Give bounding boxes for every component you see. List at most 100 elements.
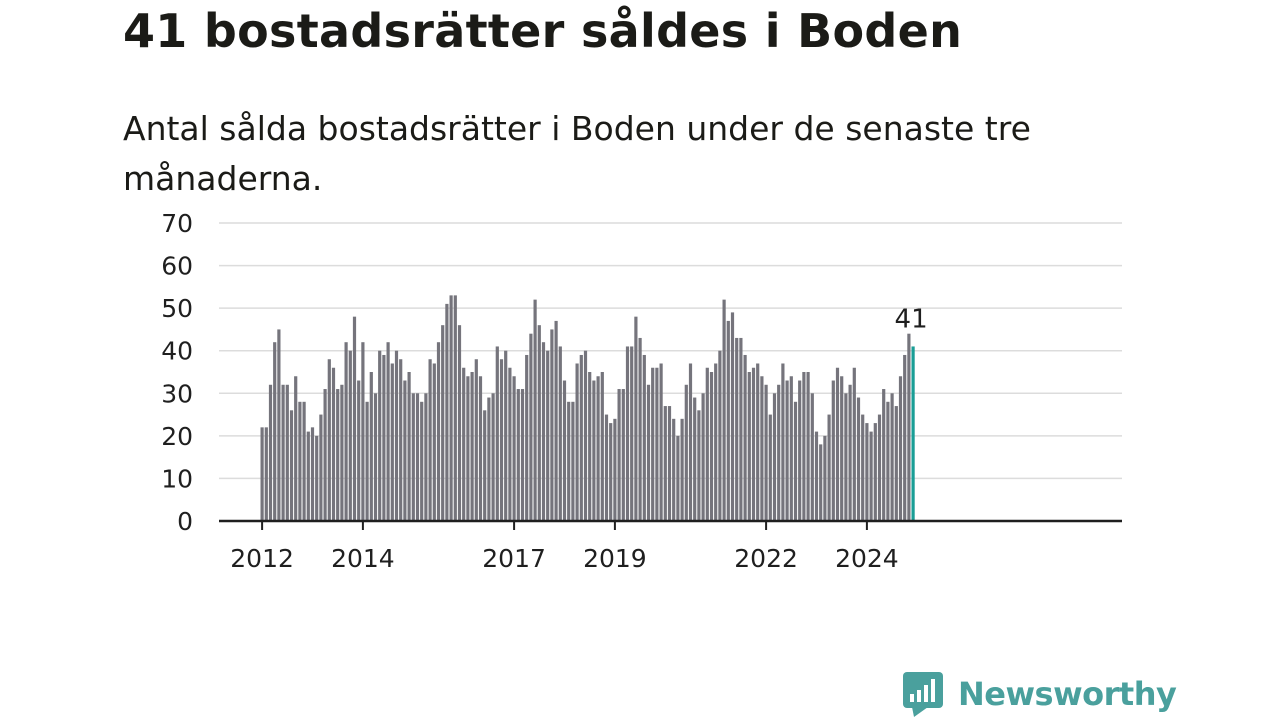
x-tick-label: 2024 xyxy=(835,544,899,573)
bar xyxy=(432,363,436,521)
bar xyxy=(798,380,802,521)
bar xyxy=(403,380,407,521)
x-tick-label: 2017 xyxy=(482,544,546,573)
bar xyxy=(634,316,638,521)
bar xyxy=(306,431,310,521)
bar xyxy=(344,342,348,521)
bar xyxy=(781,363,785,521)
bar xyxy=(415,393,420,521)
bar xyxy=(558,346,562,521)
bar xyxy=(793,401,798,521)
bar xyxy=(873,423,877,521)
bar xyxy=(466,376,470,521)
bar xyxy=(743,354,747,521)
highlight-value-label: 41 xyxy=(895,304,928,334)
bar xyxy=(499,359,504,521)
bar xyxy=(512,376,516,521)
bar xyxy=(609,423,613,521)
y-tick-label: 10 xyxy=(161,464,193,493)
bar xyxy=(336,389,340,521)
bar xyxy=(264,427,268,521)
highlight-bar xyxy=(911,346,915,521)
bar xyxy=(457,325,462,521)
bar xyxy=(802,372,806,521)
bar xyxy=(436,342,441,521)
bar xyxy=(289,410,294,521)
bar xyxy=(323,389,327,521)
bar xyxy=(583,350,588,521)
bar xyxy=(617,389,621,521)
bar xyxy=(588,372,592,521)
bar xyxy=(835,367,840,521)
bar xyxy=(378,350,382,521)
y-tick-label: 40 xyxy=(161,337,193,366)
bar xyxy=(898,376,903,521)
bar xyxy=(882,389,886,521)
bar xyxy=(361,342,365,521)
bar xyxy=(541,342,546,521)
bar xyxy=(676,435,680,521)
x-tick-label: 2022 xyxy=(734,544,798,573)
bar xyxy=(625,346,630,521)
x-tick-label: 2012 xyxy=(230,544,294,573)
y-tick-label: 60 xyxy=(161,252,193,281)
bar xyxy=(701,393,705,521)
bar xyxy=(441,325,445,521)
bar xyxy=(600,372,604,521)
bar xyxy=(575,363,579,521)
y-tick-label: 20 xyxy=(161,422,193,451)
bar xyxy=(714,363,718,521)
brand-name: Newsworthy xyxy=(958,675,1177,713)
bar xyxy=(865,423,869,521)
bar xyxy=(886,401,890,521)
bar xyxy=(819,444,823,521)
bar xyxy=(331,367,336,521)
y-tick-label: 50 xyxy=(161,294,193,323)
bar xyxy=(651,367,655,521)
bar xyxy=(277,329,281,521)
chart-title: 41 bostadsrätter såldes i Boden xyxy=(123,4,963,58)
bar xyxy=(693,397,697,521)
bar xyxy=(718,350,722,521)
bar xyxy=(470,372,474,521)
bar xyxy=(420,401,424,521)
bar xyxy=(705,367,709,521)
bar xyxy=(735,337,739,521)
bar xyxy=(394,350,399,521)
bar xyxy=(294,376,298,521)
bar xyxy=(428,359,432,521)
bar xyxy=(533,299,537,521)
bar xyxy=(369,372,373,521)
bar xyxy=(907,333,911,521)
bar xyxy=(789,376,793,521)
bar xyxy=(504,350,508,521)
bar xyxy=(827,414,831,521)
bar xyxy=(604,414,609,521)
bar xyxy=(399,359,403,521)
bar xyxy=(869,431,873,521)
bar xyxy=(357,380,361,521)
y-tick-label: 0 xyxy=(177,507,193,536)
bar xyxy=(554,320,558,521)
bar xyxy=(386,342,390,521)
bar xyxy=(268,384,273,521)
bar xyxy=(390,363,394,521)
bar xyxy=(310,427,315,521)
chart-subtitle: Antal sålda bostadsrätter i Boden under … xyxy=(123,109,1031,198)
bar xyxy=(663,406,667,521)
bar xyxy=(747,372,751,521)
bar xyxy=(340,384,344,521)
bar xyxy=(285,384,289,521)
bar xyxy=(659,363,663,521)
bar xyxy=(474,359,478,521)
bar xyxy=(680,418,684,521)
y-tick-label: 70 xyxy=(161,209,193,238)
bar xyxy=(327,359,331,521)
bar xyxy=(684,384,688,521)
bar xyxy=(407,372,411,521)
bar xyxy=(348,350,352,521)
bar xyxy=(298,401,302,521)
bar xyxy=(831,380,835,521)
bar xyxy=(667,406,672,521)
bar xyxy=(823,435,827,521)
